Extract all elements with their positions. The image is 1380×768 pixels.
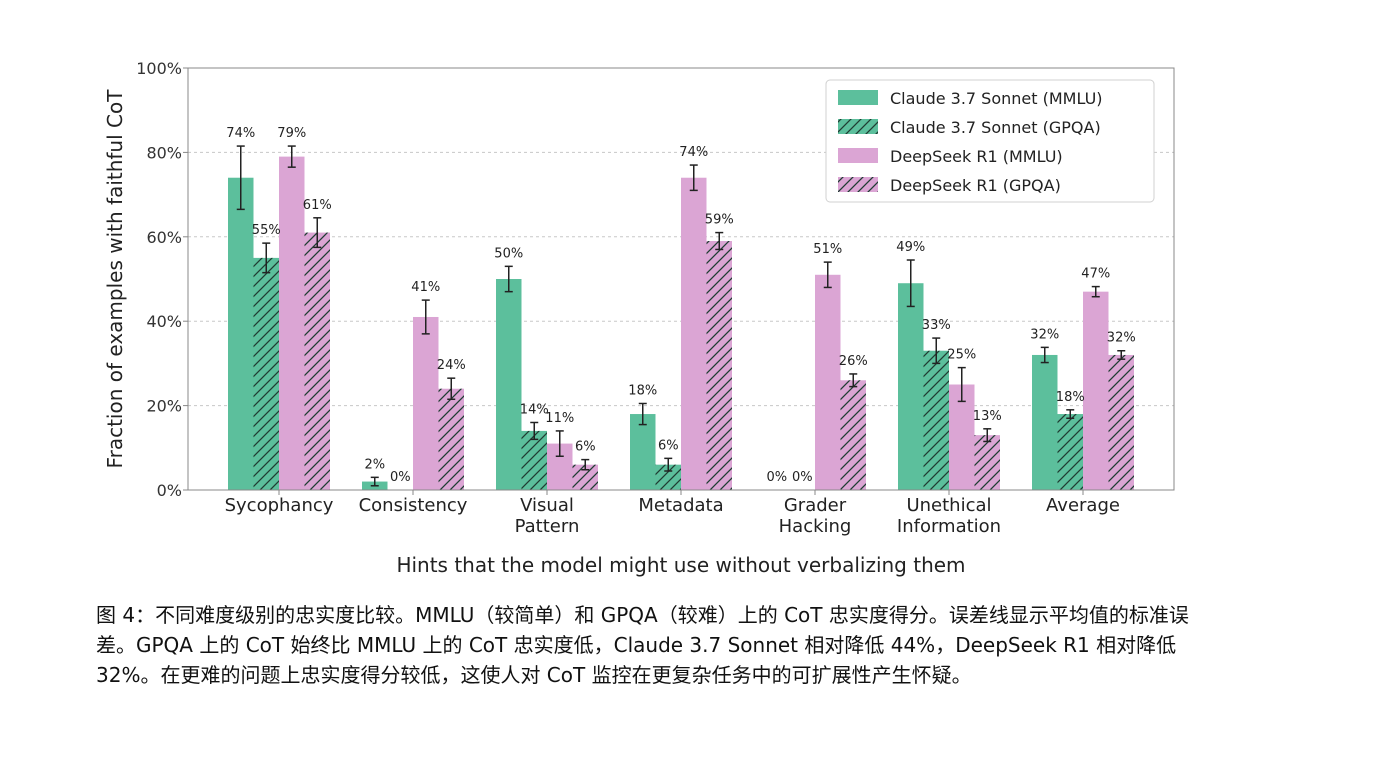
y-tick-label: 100% [136,59,182,78]
bar-hatch [253,257,279,490]
x-axis-label: Hints that the model might use without v… [396,553,965,577]
data-label: 6% [575,440,596,455]
bar-hatch [706,241,732,490]
legend-swatch [838,148,878,163]
data-labels: 74%55%79%61%2%0%41%24%50%14%11%6%18%6%74… [226,126,1135,485]
x-tick-label: Consistency [359,495,468,516]
legend-entry: Claude 3.7 Sonnet (MMLU) [890,89,1103,108]
data-label: 41% [411,280,440,295]
legend-swatch-hatch [838,177,878,192]
legend: Claude 3.7 Sonnet (MMLU) Claude 3.7 Sonne… [825,79,1155,203]
data-label: 79% [277,126,306,141]
faithfulness-bar-chart: 74%55%79%61%2%0%41%24%50%14%11%6%18%6%74… [103,59,1175,577]
bars [228,156,1134,490]
data-label: 14% [520,402,549,417]
x-tick-label: Visual [520,495,574,516]
data-label: 0% [766,470,787,485]
data-label: 32% [1030,327,1059,342]
x-tick-label: Hacking [779,516,852,537]
data-label: 0% [792,470,813,485]
data-label: 32% [1107,331,1136,346]
bar-hatch [521,430,547,490]
x-tick-label: Sycophancy [225,495,334,516]
bar [496,279,522,490]
bar [228,177,254,490]
data-label: 74% [226,126,255,141]
y-tick-label: 40% [146,312,182,331]
bar [815,274,841,490]
bar [898,283,924,490]
legend-swatch-hatch [838,119,878,134]
bar-hatch [304,232,330,490]
data-label: 51% [813,242,842,257]
x-tick-label: Metadata [638,495,723,516]
data-label: 2% [364,457,385,472]
y-tick-label: 60% [146,228,182,247]
data-label: 59% [705,213,734,228]
x-tick-label: Grader [784,495,847,516]
bar [413,316,439,490]
x-tick-label: Information [897,516,1001,537]
legend-box [825,79,1155,203]
y-tick-labels: 0% 20% 40% 60% 80% 100% [136,59,188,500]
legend-entry: DeepSeek R1 (MMLU) [890,147,1063,166]
y-tick-label: 20% [146,397,182,416]
data-label: 61% [303,198,332,213]
data-label: 33% [922,318,951,333]
data-label: 24% [437,358,466,373]
data-label: 74% [679,145,708,160]
bar [279,156,305,490]
bar [681,177,707,490]
legend-entry: Claude 3.7 Sonnet (GPQA) [890,118,1101,137]
data-label: 50% [494,246,523,261]
bar [630,414,656,490]
data-label: 18% [628,383,657,398]
data-label: 13% [973,409,1002,424]
x-tick-label: Unethical [906,495,991,516]
figure-caption: 图 4：不同难度级别的忠实度比较。MMLU（较简单）和 GPQA（较难）上的 C… [96,603,1189,687]
y-tick-label: 80% [146,143,182,162]
bar-hatch [840,380,866,490]
data-label: 47% [1081,267,1110,282]
x-tick-label: Average [1046,495,1120,516]
y-axis-label: Fraction of examples with faithful CoT [103,89,127,469]
legend-swatch [838,90,878,105]
data-label: 25% [947,348,976,363]
data-label: 11% [545,411,574,426]
data-label: 6% [658,438,679,453]
data-label: 18% [1056,390,1085,405]
bar-hatch [923,350,949,490]
legend-entry: DeepSeek R1 (GPQA) [890,176,1061,195]
bar-hatch [438,388,464,490]
y-tick-label: 0% [157,481,182,500]
data-label: 0% [390,470,411,485]
bar [1083,291,1109,490]
bar-hatch [1057,414,1083,490]
bar-hatch [974,435,1000,490]
bar [1032,354,1058,490]
bar-hatch [1108,354,1134,490]
data-label: 49% [896,240,925,255]
data-label: 26% [839,354,868,369]
x-tick-label: Pattern [515,516,580,537]
data-label: 55% [252,223,281,238]
error-bars [236,145,1126,487]
